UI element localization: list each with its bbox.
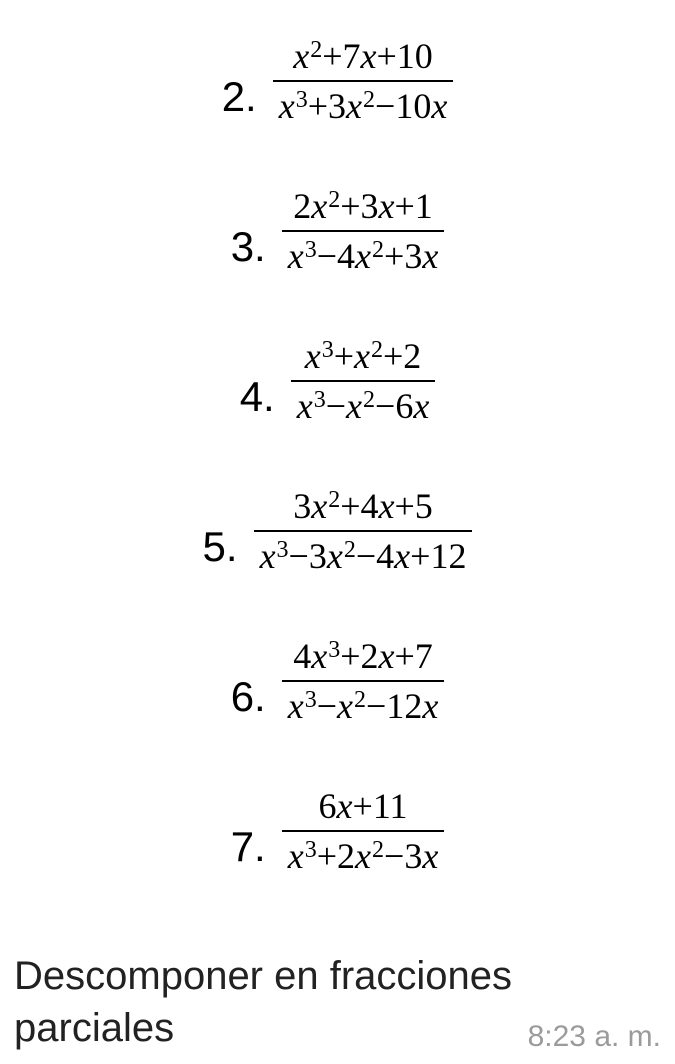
numerator: x2+7x+10 xyxy=(287,35,439,80)
problem-number: 6. xyxy=(231,673,266,727)
numerator: 2x2+3x+1 xyxy=(287,185,439,230)
problem-number: 7. xyxy=(231,823,266,877)
denominator: x3+3x2−10x xyxy=(273,82,454,127)
fraction: x2+7x+10x3+3x2−10x xyxy=(273,35,454,127)
fraction: 3x2+4x+5x3−3x2−4x+12 xyxy=(254,485,473,577)
fraction: 6x+11x3+2x2−3x xyxy=(282,785,445,877)
problem-2: 2. x2+7x+10x3+3x2−10x xyxy=(0,35,675,127)
numerator: 6x+11 xyxy=(313,785,414,830)
denominator: x3−x2−12x xyxy=(282,682,445,727)
fraction: 2x2+3x+1x3−4x2+3x xyxy=(282,185,445,277)
problem-5: 5. 3x2+4x+5x3−3x2−4x+12 xyxy=(0,485,675,577)
numerator: 4x3+2x+7 xyxy=(287,635,439,680)
instruction-line-1: Descomponer en fracciones xyxy=(14,950,512,1002)
instruction-text: Descomponer en fracciones parciales xyxy=(14,950,512,1054)
timestamp: 8:23 a. m. xyxy=(528,1020,661,1054)
problem-3: 3. 2x2+3x+1x3−4x2+3x xyxy=(0,185,675,277)
problem-7: 7. 6x+11x3+2x2−3x xyxy=(0,785,675,877)
problem-number: 5. xyxy=(203,523,238,577)
denominator: x3−3x2−4x+12 xyxy=(254,532,473,577)
problem-6: 6. 4x3+2x+7x3−x2−12x xyxy=(0,635,675,727)
problem-number: 4. xyxy=(240,373,275,427)
denominator: x3−4x2+3x xyxy=(282,232,445,277)
numerator: 3x2+4x+5 xyxy=(287,485,439,530)
fraction: x3+x2+2x3−x2−6x xyxy=(291,335,436,427)
numerator: x3+x2+2 xyxy=(299,335,428,380)
instruction-line-2: parciales xyxy=(14,1002,512,1054)
denominator: x3+2x2−3x xyxy=(282,832,445,877)
problem-number: 2. xyxy=(222,73,257,127)
problems-list: 2. x2+7x+10x3+3x2−10x 3. 2x2+3x+1x3−4x2+3x 4… xyxy=(0,0,675,877)
problem-number: 3. xyxy=(231,223,266,277)
fraction: 4x3+2x+7x3−x2−12x xyxy=(282,635,445,727)
problem-4: 4. x3+x2+2x3−x2−6x xyxy=(0,335,675,427)
denominator: x3−x2−6x xyxy=(291,382,436,427)
